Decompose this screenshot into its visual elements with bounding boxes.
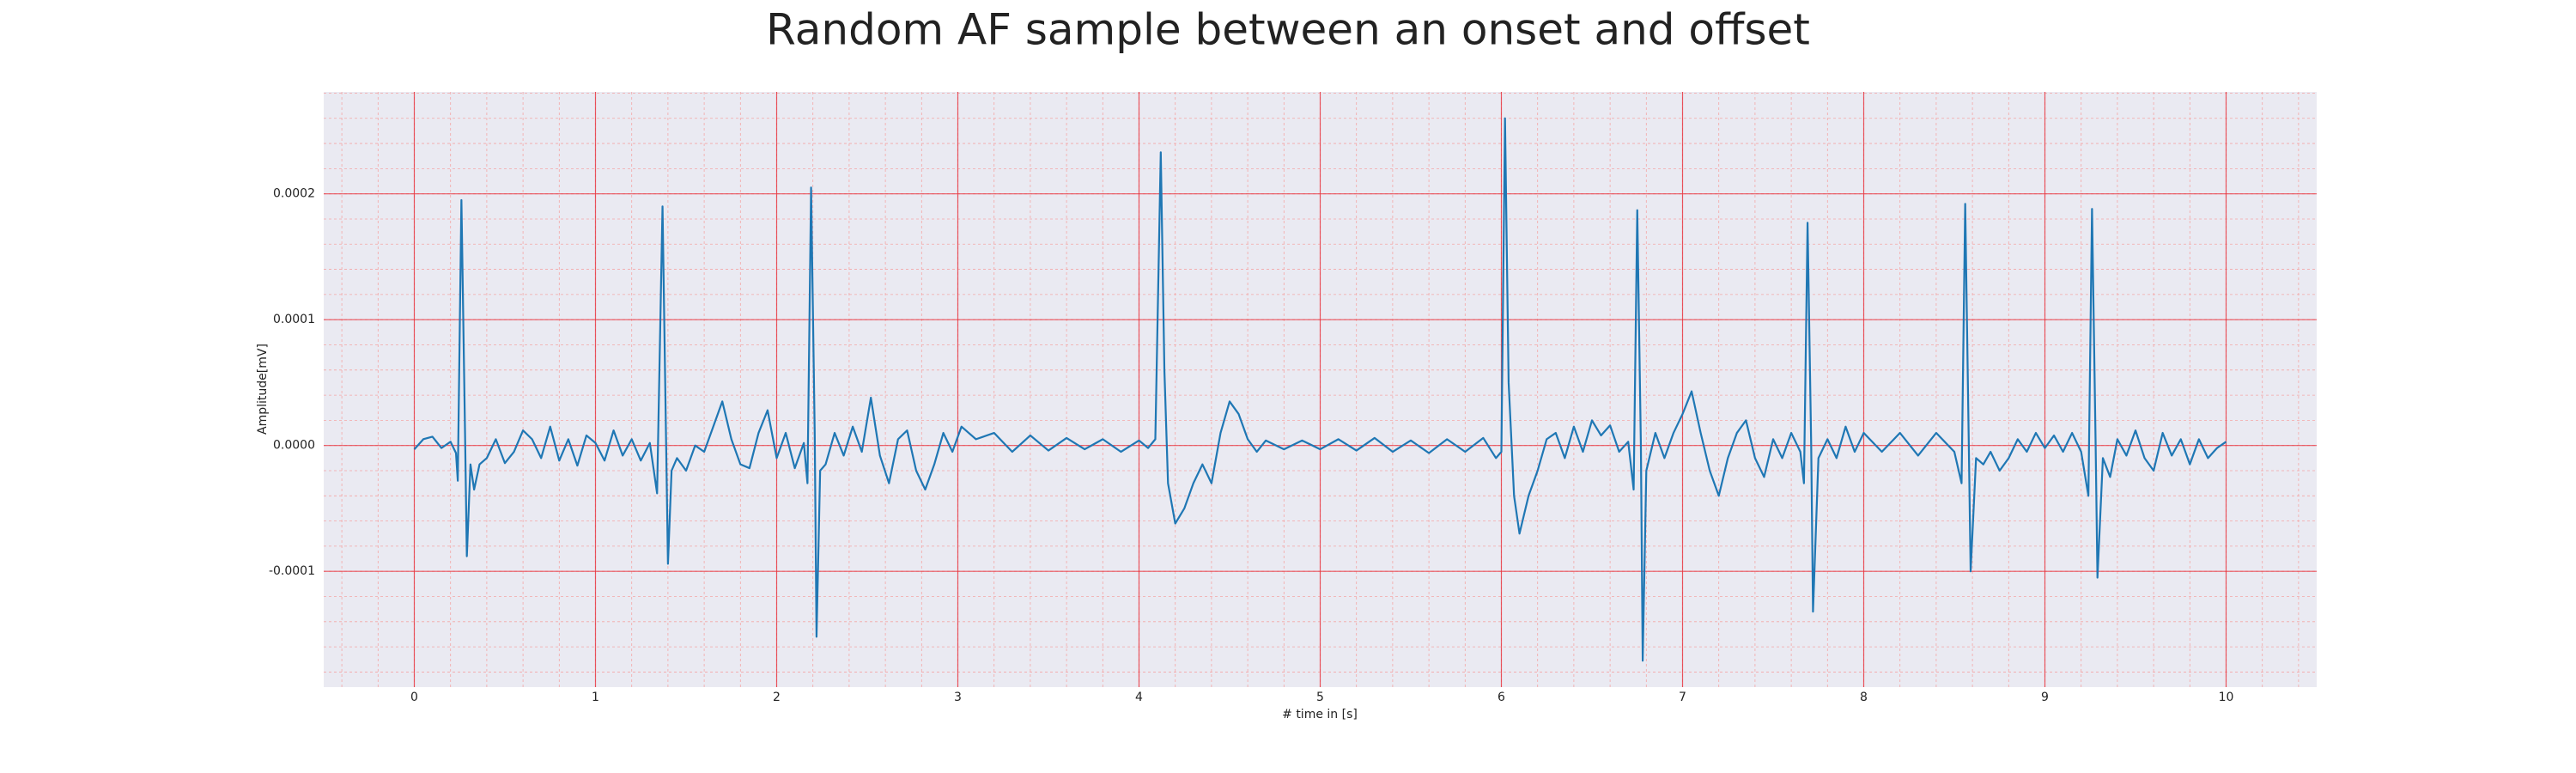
x-tick-label: 1 xyxy=(592,691,599,704)
signal-line xyxy=(413,117,2227,662)
x-tick-label: 3 xyxy=(954,691,962,704)
grid xyxy=(324,92,2317,687)
y-tick-label: 0.0000 xyxy=(273,439,315,453)
x-tick-label: 9 xyxy=(2041,691,2049,704)
y-axis-label: Amplitude[mV] xyxy=(256,344,270,435)
y-tick-label: 0.0001 xyxy=(273,313,315,326)
x-tick-label: 8 xyxy=(1860,691,1868,704)
x-tick-label: 2 xyxy=(773,691,781,704)
x-tick-label: 7 xyxy=(1679,691,1686,704)
x-axis-label: # time in [s] xyxy=(1282,708,1358,721)
x-tick-label: 10 xyxy=(2219,691,2234,704)
x-tick-label: 6 xyxy=(1498,691,1505,704)
x-tick-label: 5 xyxy=(1316,691,1324,704)
x-tick-label: 0 xyxy=(410,691,418,704)
y-tick-label: 0.0002 xyxy=(273,187,315,201)
marks xyxy=(413,117,2227,662)
y-tick-label: -0.0001 xyxy=(269,564,315,578)
chart-title: Random AF sample between an onset and of… xyxy=(766,5,1810,55)
x-tick-label: 4 xyxy=(1135,691,1143,704)
